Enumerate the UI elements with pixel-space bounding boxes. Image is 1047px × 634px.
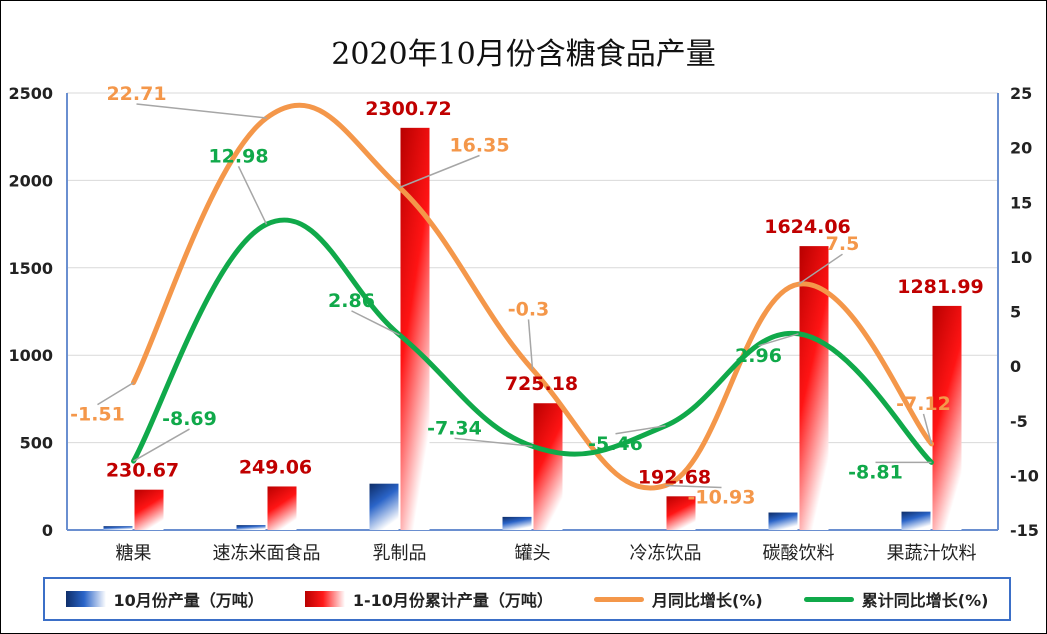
leader-line-monthly-growth	[136, 103, 267, 119]
bar-value-label: 1624.06	[764, 216, 851, 238]
y-right-tick-label: 20	[1010, 139, 1032, 158]
y-right-tick-label: 0	[1010, 357, 1021, 376]
legend-swatch-monthly-output	[65, 591, 106, 607]
legend-label-cumulative-output: 1-10月份累计产量（万吨）	[352, 591, 553, 610]
line-value-label-cumulative-growth: 2.86	[328, 290, 375, 312]
leader-line-monthly-growth	[527, 319, 534, 370]
y-left-tick-label: 2000	[8, 171, 53, 190]
y-right-tick-label: -15	[1010, 521, 1039, 540]
chart-plot: 0 500 1000 1500 2000 2500 -15 -10 -5 0 5 10 15 20 25 糖果…	[8, 83, 1039, 564]
bar-cumulative-output	[533, 403, 563, 530]
bar-value-label: 2300.72	[365, 98, 452, 120]
y-left-tick-label: 1000	[8, 346, 53, 365]
legend-item-cumulative-growth: 累计同比增长(%)	[803, 587, 989, 611]
y-left-tick-label: 0	[42, 521, 53, 540]
bar-value-label: 192.68	[638, 466, 711, 488]
bar-cumulative-output	[799, 246, 829, 530]
y-right-tick-label: -10	[1010, 466, 1039, 485]
bar-monthly-output	[768, 512, 798, 530]
x-category-label: 速冻米面食品	[213, 543, 321, 564]
legend-swatch-monthly-growth	[594, 596, 645, 602]
bar-cumulative-output	[400, 127, 430, 531]
line-value-label-cumulative-growth: 2.96	[735, 345, 782, 367]
leader-line-monthly-growth	[399, 154, 480, 189]
chart-title: 2020年10月份含糖食品产量	[331, 37, 716, 72]
bar-monthly-output	[502, 516, 532, 530]
y-right-tick-label: 5	[1010, 303, 1021, 322]
legend-item-cumulative-output: 1-10月份累计产量（万吨）	[304, 587, 553, 611]
leader-line-monthly-growth	[922, 413, 933, 445]
line-value-label-monthly-growth: 7.5	[826, 233, 860, 255]
y-right-tick-label: 10	[1010, 248, 1032, 267]
bar-value-label: 1281.99	[897, 276, 984, 298]
x-category-label: 乳制品	[373, 543, 427, 564]
legend-label-cumulative-growth: 累计同比增长(%)	[861, 591, 989, 610]
x-category-label: 果蔬汁饮料	[887, 543, 977, 564]
legend-swatch-cumulative-output	[304, 591, 345, 607]
bar-cumulative-output	[267, 486, 297, 530]
line-value-label-cumulative-growth: 12.98	[208, 145, 268, 167]
legend-item-monthly-output: 10月份产量（万吨）	[65, 587, 264, 611]
line-value-label-monthly-growth: -1.51	[70, 404, 125, 426]
leader-line-cumulative-growth	[758, 333, 799, 347]
line-value-label-cumulative-growth: -5.46	[588, 433, 643, 455]
x-category-label: 冷冻饮品	[630, 543, 702, 564]
leader-line-monthly-growth	[665, 484, 722, 489]
y-right-tick-label: 25	[1010, 84, 1032, 103]
bar-monthly-output	[901, 511, 931, 530]
bar-cumulative-output	[666, 496, 696, 530]
line-value-label-monthly-growth: -10.93	[688, 487, 756, 509]
line-value-label-monthly-growth: -7.12	[896, 393, 951, 415]
line-cumulative-growth	[131, 217, 934, 465]
leader-line-monthly-growth	[798, 253, 843, 285]
bar-value-label: 249.06	[239, 456, 312, 478]
leader-line-cumulative-growth	[351, 310, 400, 336]
chart-legend: 10月份产量（万吨） 1-10月份累计产量（万吨） 月同比增长(%) 累计同比增…	[43, 577, 1011, 621]
y-right-tick-label: 15	[1010, 193, 1032, 212]
bar-monthly-output	[236, 525, 266, 530]
bar-monthly-output	[103, 526, 133, 530]
bar-value-label: 725.18	[505, 373, 578, 395]
bar-cumulative-output	[134, 489, 164, 530]
x-category-label: 罐头	[515, 543, 551, 564]
leader-line-cumulative-growth	[454, 437, 533, 448]
y-right-tick-label: -5	[1010, 412, 1028, 431]
leader-line-cumulative-growth	[237, 165, 268, 225]
legend-item-monthly-growth: 月同比增长(%)	[594, 587, 763, 611]
legend-swatch-cumulative-growth	[803, 596, 854, 602]
legend-label-monthly-growth: 月同比增长(%)	[652, 591, 763, 610]
bar-value-label: 230.67	[106, 460, 179, 482]
bar-monthly-output	[369, 483, 399, 530]
legend-label-monthly-output: 10月份产量（万吨）	[113, 591, 264, 610]
leader-line-cumulative-growth	[615, 425, 666, 435]
y-left-tick-label: 2500	[8, 84, 53, 103]
line-value-label-monthly-growth: 22.71	[106, 83, 166, 105]
leader-line-monthly-growth	[97, 381, 134, 406]
y-left-tick-label: 1500	[8, 259, 53, 278]
x-category-label: 碳酸饮料	[763, 543, 835, 564]
line-value-label-cumulative-growth: -7.34	[427, 417, 482, 439]
line-value-label-cumulative-growth: -8.69	[162, 408, 217, 430]
y-left-tick-label: 500	[20, 434, 53, 453]
bar-cumulative-output	[932, 305, 962, 530]
x-category-label: 糖果	[116, 543, 152, 564]
leader-line-cumulative-growth	[133, 428, 190, 462]
line-value-label-monthly-growth: 16.35	[449, 135, 509, 157]
line-value-label-monthly-growth: -0.3	[508, 298, 550, 320]
line-value-label-cumulative-growth: -8.81	[848, 461, 903, 483]
